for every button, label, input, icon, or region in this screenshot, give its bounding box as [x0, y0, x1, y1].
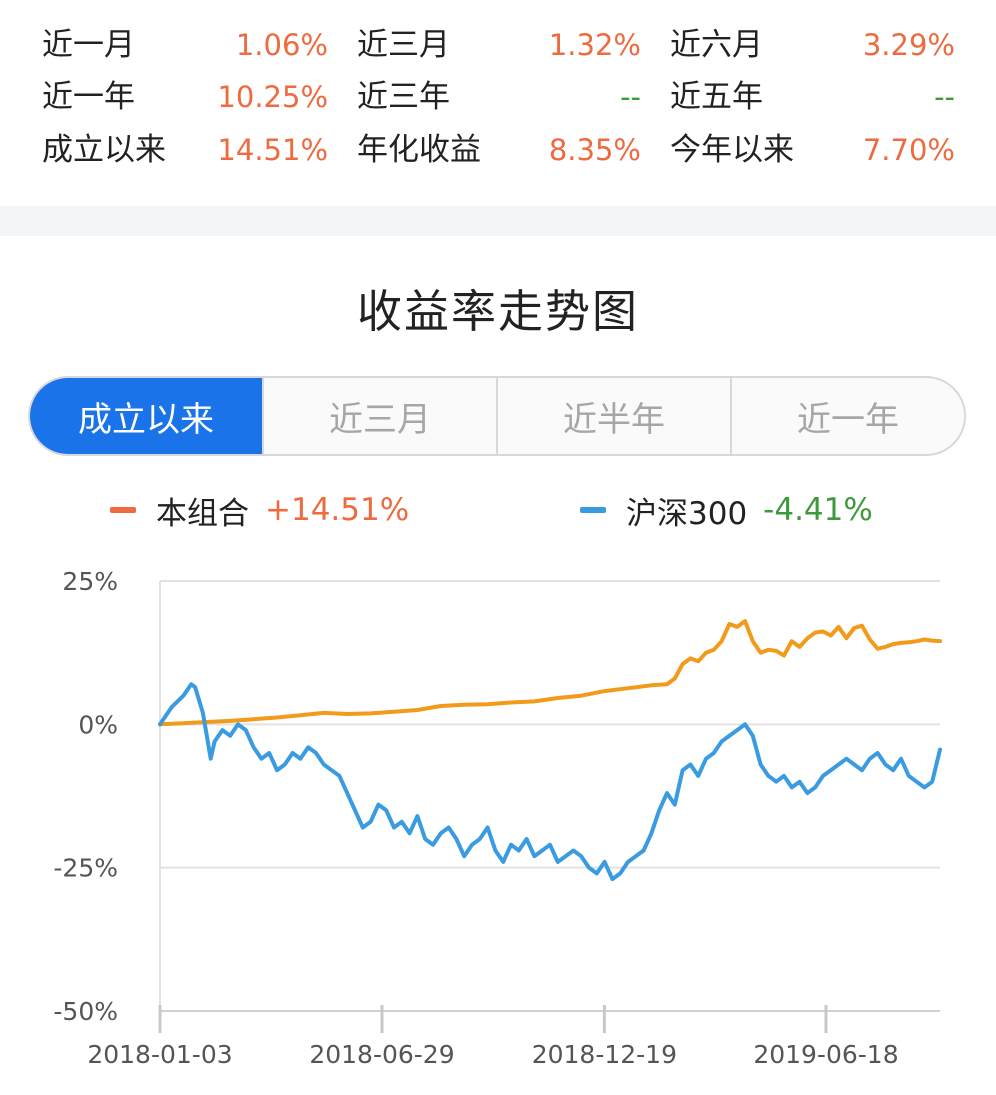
return-cell: 成立以来 14.51%: [42, 125, 328, 175]
legend-swatch: [110, 507, 136, 513]
return-cell: 近一月 1.06%: [42, 20, 328, 70]
legend-portfolio: 本组合 +14.51%: [110, 485, 409, 535]
chart-title: 收益率走势图: [356, 285, 639, 338]
return-label: 近一月: [42, 27, 135, 63]
y-tick-label: 25%: [62, 567, 118, 596]
tab-half-year[interactable]: 近半年: [496, 378, 730, 454]
x-tick-label: 2018-12-19: [532, 1040, 677, 1069]
x-tick-label: 2018-01-03: [87, 1040, 232, 1069]
return-cell: 近六月 3.29%: [670, 20, 955, 70]
return-value: 1.06%: [235, 28, 328, 62]
tab-since-inception[interactable]: 成立以来: [30, 378, 262, 454]
portfolio-series-line: [158, 619, 942, 727]
return-cell: 近五年 --: [670, 72, 955, 122]
legend-swatch: [580, 507, 606, 513]
return-value: 8.35%: [548, 133, 641, 167]
return-cell: 近三年 --: [357, 72, 641, 122]
legend-name: 本组合: [156, 495, 249, 532]
return-label: 近三月: [357, 27, 450, 63]
section-divider: [0, 206, 996, 236]
return-label: 近三年: [357, 79, 450, 115]
legend-value: -4.41%: [763, 492, 873, 528]
y-tick-label: -25%: [53, 854, 118, 883]
return-value: 14.51%: [217, 133, 328, 167]
return-label: 年化收益: [357, 132, 481, 168]
period-tabs: 成立以来 近三月 近半年 近一年: [28, 376, 966, 456]
returns-summary: 近一月 1.06% 近三月 1.32% 近六月 3.29% 近一年 10.25%…: [0, 0, 996, 206]
x-tick-label: 2018-06-29: [309, 1040, 454, 1069]
tab-three-months[interactable]: 近三月: [262, 378, 496, 454]
return-cell: 年化收益 8.35%: [357, 125, 641, 175]
return-value: 3.29%: [862, 28, 955, 62]
return-cell: 近一年 10.25%: [42, 72, 328, 122]
return-cell: 今年以来 7.70%: [670, 125, 955, 175]
legend-value: +14.51%: [265, 492, 410, 528]
x-tick-label: 2019-06-18: [753, 1040, 898, 1069]
legend-name: 沪深300: [626, 495, 748, 532]
return-value: 1.32%: [548, 28, 641, 62]
return-label: 今年以来: [670, 132, 794, 168]
index-series-line: [158, 682, 942, 882]
return-label: 成立以来: [42, 132, 166, 168]
y-tick-label: 0%: [78, 710, 118, 739]
return-label: 近六月: [670, 27, 763, 63]
return-trend-chart: 25% 0% -25% -50% 2018-01-03 2018-06-29 2018-12…: [53, 567, 942, 1069]
return-value: 7.70%: [862, 133, 955, 167]
return-value: --: [934, 80, 955, 114]
legend-index: 沪深300 -4.41%: [580, 485, 873, 535]
return-value: --: [620, 80, 641, 114]
tab-one-year[interactable]: 近一年: [730, 378, 964, 454]
return-value: 10.25%: [217, 80, 328, 114]
return-label: 近一年: [42, 79, 135, 115]
return-label: 近五年: [670, 79, 763, 115]
y-tick-label: -50%: [53, 997, 118, 1026]
return-cell: 近三月 1.32%: [357, 20, 641, 70]
